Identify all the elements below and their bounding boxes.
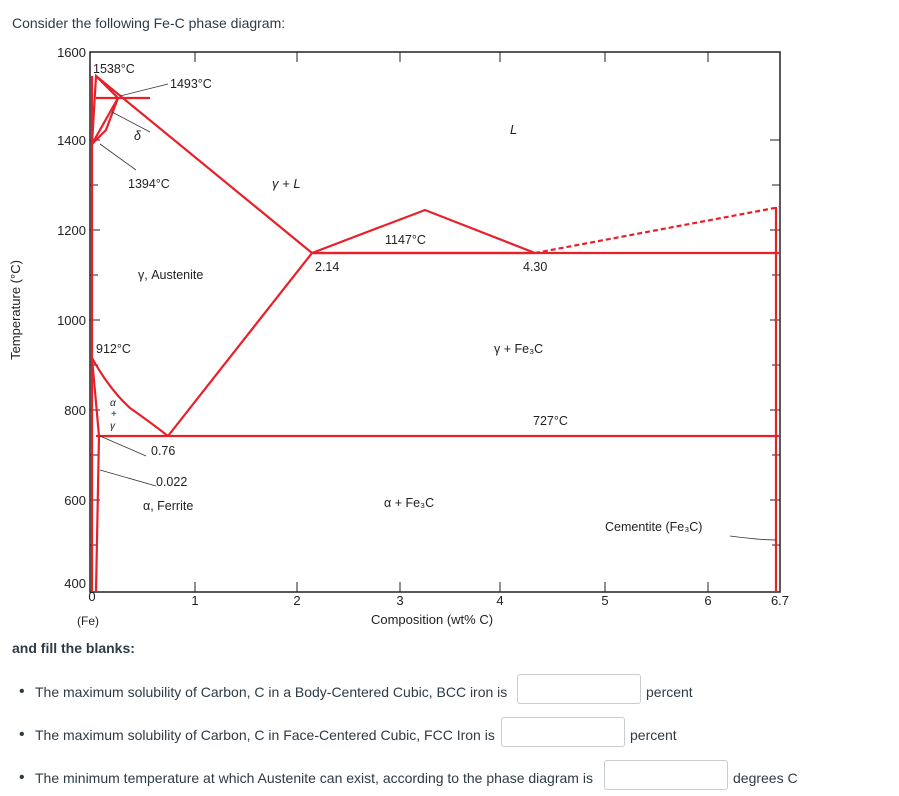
bullet: • [19,683,25,700]
label-1538: 1538°C [93,62,135,76]
x-tick-label: 0 [88,589,95,604]
label-gamma: γ [110,421,116,432]
x-tick-label: 4 [496,593,503,608]
label-cementite: Cementite (Fe₃C) [605,520,702,534]
answer-2-unit: percent [630,727,677,743]
question-3-text: The minimum temperature at which Austeni… [35,770,593,786]
label-430: 4.30 [523,260,547,274]
a3-curve [91,357,169,437]
y-tick-label: 400 [64,576,86,591]
y-tick-label: 600 [64,493,86,508]
fe-c-phase-diagram: 1600 1400 1200 1000 800 600 400 0 1 2 3 … [8,45,789,628]
answer-3-input[interactable] [604,760,728,790]
x-tick-label: 5 [601,593,608,608]
label-0022: 0.022 [156,475,187,489]
question-1: • The maximum solubility of Carbon, C in… [19,683,508,700]
liquidus-right [534,205,781,255]
x-tick-label: 2 [293,593,300,608]
label-727: 727°C [533,414,568,428]
y-tick-label: 1000 [57,313,86,328]
x-origin-label: (Fe) [77,614,99,628]
bullet: • [19,769,25,786]
x-tick-label: 6.7 [771,593,789,608]
x-tick-labels: 0 1 2 3 4 5 6 6.7 (Fe) [77,589,789,628]
solvus-acm [167,252,313,437]
label-1394: 1394°C [128,177,170,191]
y-tick-label: 800 [64,403,86,418]
liquidus-curve [311,208,536,255]
y-tick-label: 1200 [57,223,86,238]
question-1-text: The maximum solubility of Carbon, C in a… [35,684,508,700]
question-2: • The maximum solubility of Carbon, C in… [19,726,495,743]
question-2-text: The maximum solubility of Carbon, C in F… [35,727,495,743]
label-1147: 1147°C [385,233,426,247]
answer-2-input[interactable] [501,717,625,747]
delta-solvus [91,97,119,145]
y-tick-label: 1400 [57,133,86,148]
ferrite-boundary [90,357,101,437]
y-tick-labels: 1600 1400 1200 1000 800 600 400 [57,45,86,591]
x-tick-label: 1 [191,593,198,608]
label-delta: δ [134,129,142,143]
label-alpha-fe3c: α + Fe₃C [384,496,434,510]
y-axis-label: Temperature (°C) [8,260,23,360]
label-076: 0.76 [151,444,175,458]
label-gamma-liquid: γ + L [272,176,301,191]
answer-1-unit: percent [646,684,693,700]
delta-loop [90,73,120,145]
phase-boundaries [90,73,781,593]
answer-3-unit: degrees C [733,770,798,786]
label-austenite: γ, Austenite [138,268,203,282]
diagram-labels: 1538°C 1493°C δ L 1394°C γ + L 1147°C 2.… [93,62,702,534]
x-tick-label: 6 [704,593,711,608]
bullet: • [19,726,25,743]
question-3: • The minimum temperature at which Auste… [19,769,593,786]
intro-text: Consider the following Fe-C phase diagra… [12,15,286,31]
label-912: 912°C [96,342,131,356]
ferrite-solvus [94,435,101,593]
liquidus-left [95,75,313,254]
x-ticks [194,52,709,592]
label-gamma-fe3c: γ + Fe₃C [494,342,543,356]
plot-frame [89,51,781,593]
label-1493: 1493°C [170,77,212,91]
label-ferrite: α, Ferrite [143,499,193,513]
leader-lines [99,83,777,541]
label-liquid: L [510,122,517,137]
x-axis-label: Composition (wt% C) [371,612,493,627]
y-ticks [90,139,780,546]
fill-title: and fill the blanks: [12,640,135,656]
answer-1-input[interactable] [517,674,641,704]
label-214: 2.14 [315,260,339,274]
label-alpha: α [110,398,116,409]
x-tick-label: 3 [396,593,403,608]
y-tick-label: 1600 [57,45,86,60]
label-plus: + [111,409,117,420]
